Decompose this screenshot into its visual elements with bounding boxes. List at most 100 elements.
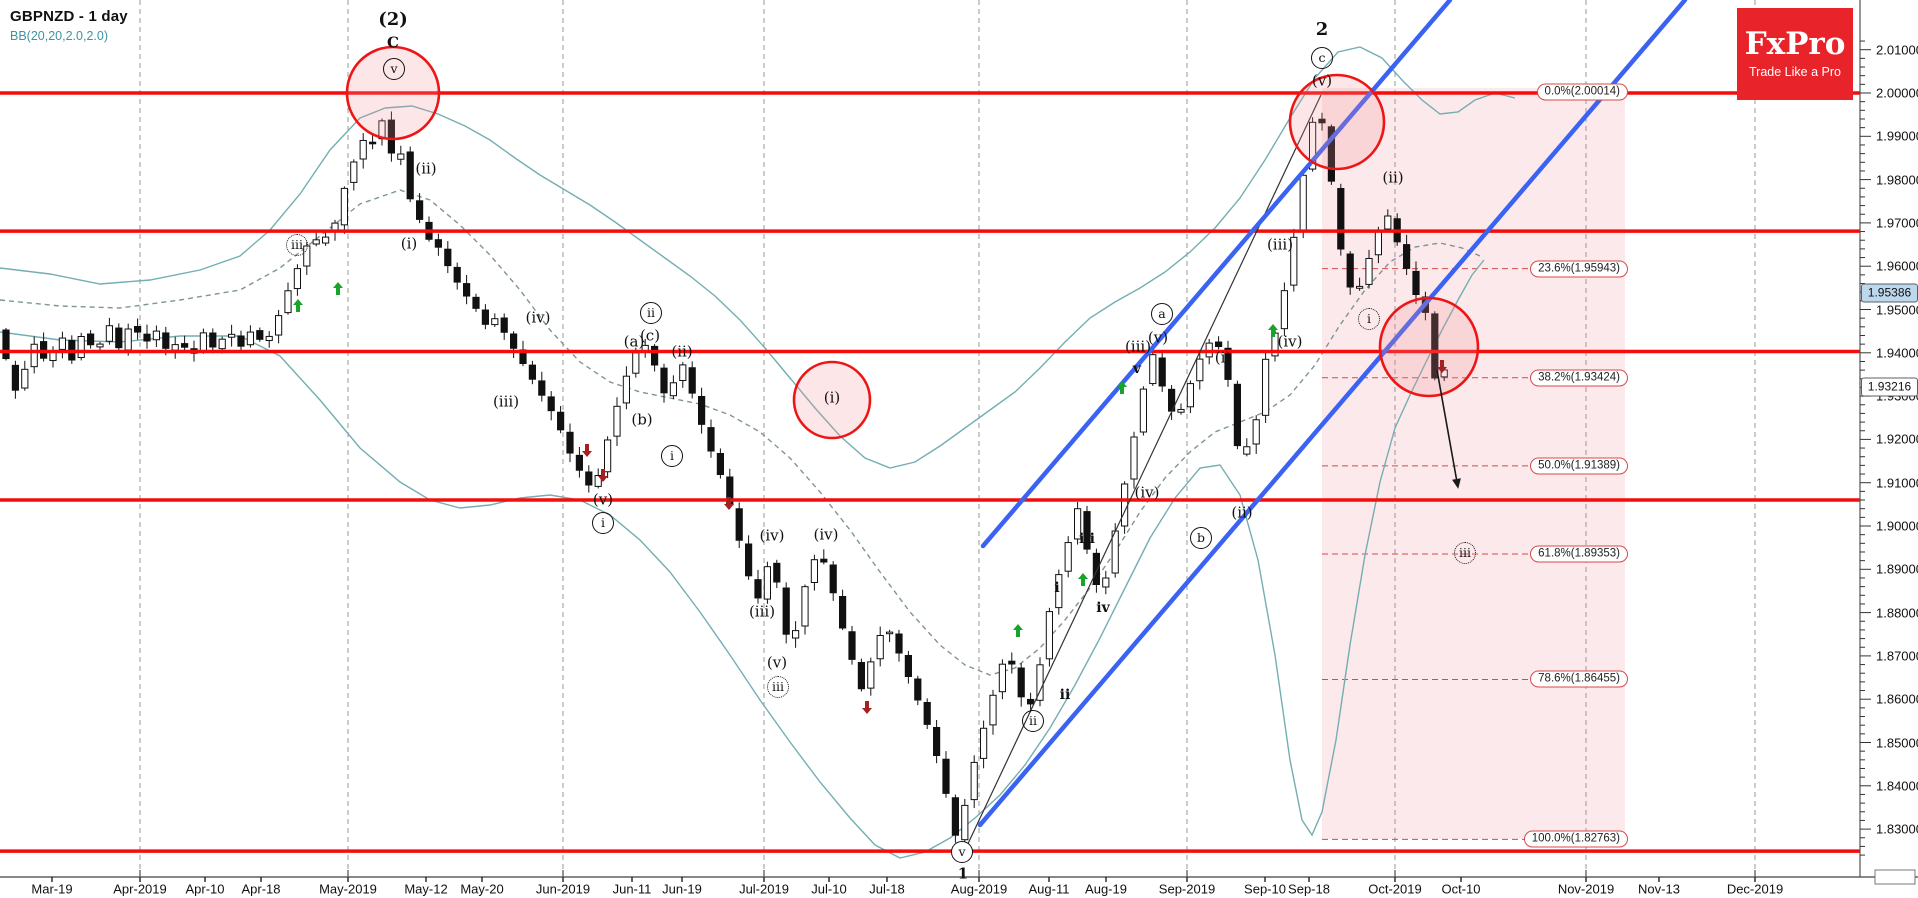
candle-body	[49, 351, 57, 362]
axis-corner-box	[1874, 869, 1916, 885]
candle-body	[1083, 511, 1091, 550]
candle-body	[688, 367, 696, 394]
candle-body	[1130, 436, 1138, 480]
candle-body	[181, 343, 189, 348]
date-axis-label: Sep-10	[1244, 881, 1286, 897]
candle-body	[1412, 270, 1420, 295]
candle-body	[914, 678, 922, 701]
buy-signal-arrow-icon	[293, 299, 303, 312]
price-axis-label: 1.84000	[1876, 778, 1918, 794]
candle-body	[1299, 174, 1307, 232]
candle-body	[566, 431, 574, 454]
candle-body	[143, 333, 151, 342]
date-axis-label: Jun-11	[612, 881, 652, 897]
wave-label: i	[592, 512, 614, 534]
price-axis-label: 1.96000	[1876, 258, 1918, 274]
wave-label: a	[1151, 303, 1173, 325]
candle-body	[1036, 664, 1044, 701]
wave-label: (iii)	[1124, 337, 1152, 356]
candle-body	[585, 471, 593, 486]
candle-body	[387, 119, 395, 154]
candle-body	[1374, 231, 1383, 256]
wave-label: v	[383, 58, 405, 80]
candle-body	[594, 475, 602, 487]
candle-body	[105, 325, 114, 342]
candle-body	[1356, 285, 1364, 289]
candle-body	[998, 663, 1006, 693]
fib-level-label: 78.6%(1.86455)	[1530, 670, 1628, 688]
date-axis-label: Jun-2019	[535, 881, 591, 897]
wave-label: (ii)	[1231, 503, 1253, 522]
candle-body	[1309, 121, 1317, 170]
current-price-badge: 1.95386	[1861, 283, 1918, 303]
candle-body	[1139, 388, 1148, 433]
candle-body	[1318, 118, 1326, 124]
price-axis-label: 1.83000	[1876, 821, 1918, 837]
date-axis-label: Jul-18	[869, 881, 905, 897]
wave-label: i	[1054, 580, 1060, 596]
candle-body	[1102, 577, 1110, 588]
candle-body	[1233, 383, 1242, 447]
price-axis-label: 1.89000	[1876, 561, 1918, 577]
wave-label: (iii)	[492, 392, 520, 411]
candle-body	[1158, 357, 1166, 387]
wave-label: C	[387, 33, 399, 52]
wave-label: (iv)	[759, 526, 785, 545]
wave-highlight-circle	[1288, 73, 1386, 171]
buy-signal-arrow-icon	[1013, 624, 1023, 637]
candle-body	[284, 290, 292, 314]
wave-label: (iii)	[1266, 235, 1294, 254]
date-axis-label: Aug-19	[1085, 881, 1127, 897]
candle-body	[293, 268, 301, 290]
candle-body	[58, 337, 66, 350]
impulse-trendline	[964, 94, 1322, 851]
wave-label: c	[1311, 47, 1333, 69]
forecast-arrowhead-icon	[1452, 478, 1461, 489]
price-axis-label: 1.95000	[1876, 302, 1918, 317]
candle-body	[359, 139, 367, 160]
candle-body	[528, 364, 536, 380]
wave-label: (iii)	[748, 602, 776, 621]
wave-label: (i)	[1214, 348, 1232, 367]
candle-body	[237, 335, 245, 347]
wave-label: iii	[767, 676, 789, 698]
candle-body	[350, 161, 358, 183]
fxpro-logo-text: FxPro	[1744, 26, 1846, 62]
candle-body	[669, 382, 677, 397]
wave-label: (i)	[823, 388, 841, 407]
wave-label: (v)	[592, 490, 614, 509]
candle-body	[340, 187, 348, 226]
candle-body	[369, 141, 377, 145]
wave-label: (ii)	[1382, 168, 1404, 187]
date-axis-label: Aug-11	[1028, 881, 1070, 897]
candle-body	[904, 655, 912, 677]
candle-body	[632, 352, 640, 374]
candle-body	[1384, 215, 1392, 230]
wave-label: iii	[1079, 531, 1095, 547]
candle-body	[538, 380, 546, 396]
candle-body	[397, 153, 405, 160]
date-axis-label: Apr-2019	[113, 881, 167, 897]
candle-body	[124, 328, 132, 351]
candle-body	[152, 330, 161, 341]
candle-body	[1431, 313, 1439, 379]
date-axis-label: Oct-2019	[1368, 881, 1422, 897]
wave-label: i	[1358, 308, 1380, 330]
date-axis-label: Sep-2019	[1158, 881, 1216, 897]
candle-body	[444, 248, 452, 267]
candle-body	[1008, 660, 1016, 665]
fib-level-label: 23.6%(1.95943)	[1530, 260, 1628, 278]
candle-body	[1186, 383, 1195, 408]
date-axis-label: Mar-19	[31, 881, 73, 897]
candle-body	[481, 309, 489, 325]
wave-label: ii	[1059, 687, 1071, 703]
wave-label: i	[661, 445, 683, 467]
fib-level-label: 0.0%(2.00014)	[1536, 83, 1628, 101]
price-axis-label: 1.87000	[1876, 648, 1918, 664]
candle-body	[876, 635, 884, 660]
price-axis-label: 2.00000	[1876, 85, 1918, 101]
candle-body	[933, 727, 941, 756]
candle-body	[1074, 508, 1082, 540]
buy-signal-arrow-icon	[1078, 573, 1088, 586]
